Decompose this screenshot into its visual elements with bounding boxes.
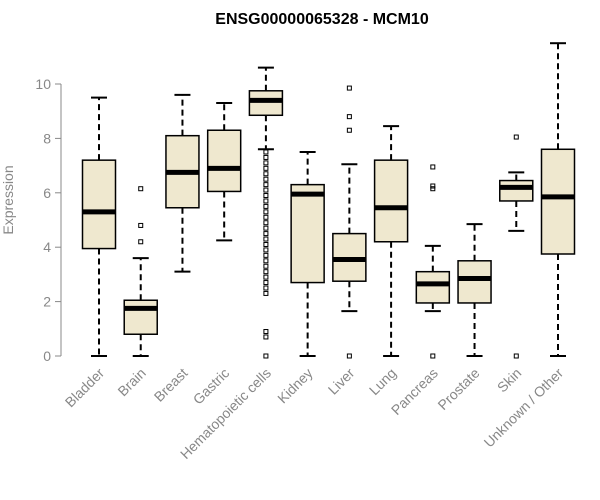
plot-area <box>81 42 576 359</box>
box-rect <box>81 159 117 250</box>
x-tick-label-10: Prostate <box>434 365 482 413</box>
y-axis-label: Expression <box>0 165 16 234</box>
outlier-point <box>263 149 269 155</box>
x-tick-label-6: Kidney <box>274 365 316 407</box>
outlier-point <box>263 209 269 215</box>
x-tick-label-12: Unknown / Other <box>481 365 567 451</box>
outlier-point <box>513 353 519 359</box>
outlier-point <box>430 164 436 170</box>
box-rect <box>457 260 492 304</box>
outlier-point <box>346 353 352 359</box>
box-5 <box>248 66 284 359</box>
outlier-point <box>263 176 269 182</box>
box-10 <box>457 223 492 357</box>
y-tick-label-3: 6 <box>43 185 51 201</box>
outlier-point <box>513 134 519 140</box>
chart-title: ENSG00000065328 - MCM10 <box>215 11 429 28</box>
box-1 <box>81 96 117 357</box>
outlier-point <box>263 198 269 204</box>
outlier-point <box>263 269 269 275</box>
y-tick-label-5: 10 <box>35 76 51 92</box>
outlier-point <box>263 193 269 199</box>
x-tick-label-1: Bladder <box>62 365 108 411</box>
outlier-point <box>263 252 269 258</box>
outlier-point <box>263 236 269 242</box>
outlier-point <box>263 334 269 340</box>
outlier-point <box>263 329 269 335</box>
y-tick-label-2: 4 <box>43 239 51 255</box>
outlier-point <box>263 214 269 220</box>
outlier-point <box>346 85 352 91</box>
outlier-point <box>263 280 269 286</box>
outlier-point <box>138 239 144 245</box>
box-rect <box>123 299 158 335</box>
outlier-point <box>263 220 269 226</box>
y-tick-label-0: 0 <box>43 348 51 364</box>
box-11 <box>499 134 534 359</box>
outlier-point <box>263 231 269 237</box>
box-8 <box>373 125 409 357</box>
outlier-point <box>263 171 269 177</box>
box-7 <box>332 85 367 359</box>
outlier-point <box>263 187 269 193</box>
outlier-point <box>346 114 352 120</box>
box-rect <box>248 90 284 117</box>
outlier-point <box>138 222 144 228</box>
x-tick-label-8: Lung <box>366 365 399 398</box>
outlier-point <box>430 183 436 189</box>
outlier-point <box>263 160 269 166</box>
x-tick-label-7: Liver <box>325 365 358 398</box>
outlier-point <box>263 203 269 209</box>
box-rect <box>415 270 451 304</box>
box-12 <box>540 42 576 357</box>
outlier-point <box>263 182 269 188</box>
outlier-point <box>263 241 269 247</box>
outlier-point <box>430 186 436 192</box>
box-2 <box>123 186 158 357</box>
outlier-point <box>263 263 269 269</box>
x-tick-label-2: Brain <box>114 365 148 399</box>
box-9 <box>415 164 451 359</box>
outlier-point <box>263 258 269 264</box>
y-tick-label-1: 2 <box>43 294 51 310</box>
outlier-point <box>263 225 269 231</box>
outlier-point <box>346 127 352 133</box>
x-tick-label-11: Skin <box>494 365 525 396</box>
outlier-point <box>263 290 269 296</box>
box-4 <box>206 102 242 242</box>
outlier-point <box>263 274 269 280</box>
box-rect <box>540 148 576 255</box>
outlier-point <box>263 285 269 291</box>
y-axis: 0 2 4 6 8 10 <box>35 76 62 364</box>
y-tick-label-4: 8 <box>43 130 51 146</box>
outlier-point <box>263 247 269 253</box>
outlier-point <box>430 353 436 359</box>
box-rect <box>499 179 534 202</box>
box-rect <box>373 159 409 243</box>
x-tick-label-3: Breast <box>151 365 191 405</box>
outlier-point <box>263 353 269 359</box>
outlier-point <box>263 165 269 171</box>
box-rect <box>290 183 325 284</box>
box-6 <box>290 151 325 357</box>
outlier-point <box>263 154 269 160</box>
outlier-point <box>138 186 144 192</box>
box-rect <box>206 129 242 193</box>
box-3 <box>165 93 200 273</box>
